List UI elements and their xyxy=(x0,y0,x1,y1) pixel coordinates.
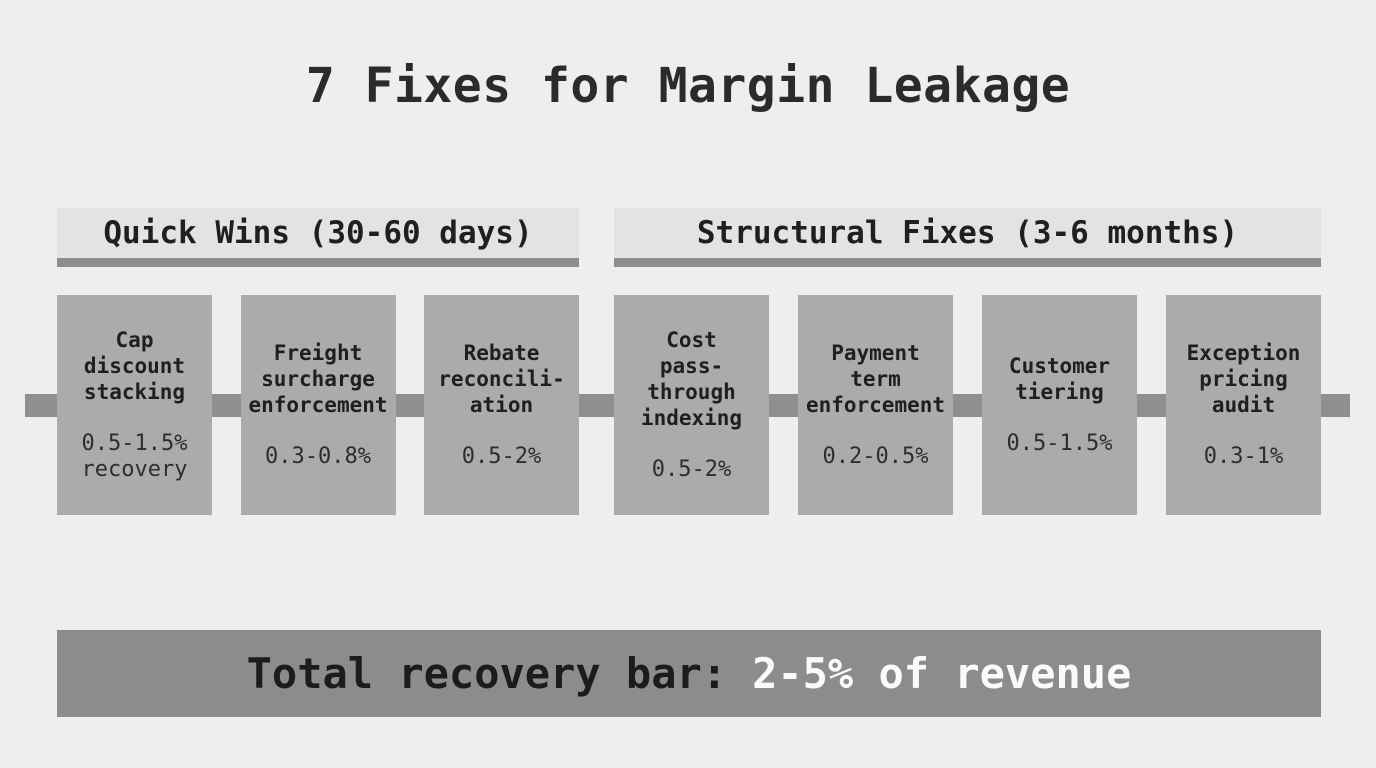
footer-value: 2-5% of revenue xyxy=(752,649,1132,698)
card-recovery-value: 0.2-0.5% xyxy=(822,443,929,469)
card-exception-pricing-audit: Exception pricing audit 0.3-1% xyxy=(1166,295,1321,515)
group-header: Quick Wins (30-60 days) xyxy=(57,207,579,258)
group-structural-fixes: Structural Fixes (3-6 months) Cost pass-… xyxy=(614,207,1321,517)
card-recovery-value: 0.3-1% xyxy=(1203,443,1284,469)
footer-label: Total recovery bar: xyxy=(246,649,728,698)
card-cost-pass-through-indexing: Cost pass- through indexing 0.5-2% xyxy=(614,295,769,515)
card-recovery-value: 0.5-2% xyxy=(461,443,542,469)
group-structural-fixes-cards: Cost pass- through indexing 0.5-2% Payment… xyxy=(614,295,1321,515)
card-freight-surcharge-enforcement: Freight surcharge enforcement 0.3-0.8% xyxy=(240,295,396,515)
group-quick-wins-cards: Cap discount stacking 0.5-1.5% recovery Fr… xyxy=(57,295,579,515)
group-header-label: Structural Fixes (3-6 months) xyxy=(696,214,1239,251)
card-title: Cap discount stacking xyxy=(83,327,186,404)
group-quick-wins: Quick Wins (30-60 days) Cap discount sta… xyxy=(57,207,579,517)
card-title: Rebate reconcili- ation xyxy=(438,340,565,417)
group-header-label: Quick Wins (30-60 days) xyxy=(103,214,533,251)
group-header-underline xyxy=(57,258,579,267)
card-recovery-value: 0.5-2% xyxy=(651,456,732,482)
card-title: Exception pricing audit xyxy=(1186,340,1301,417)
card-customer-tiering: Customer tiering 0.5-1.5% xyxy=(982,295,1137,515)
card-recovery-value: 0.3-0.8% xyxy=(265,443,371,469)
card-title: Freight surcharge enforcement xyxy=(248,340,388,417)
page-title: 7 Fixes for Margin Leakage xyxy=(305,58,1071,114)
card-payment-term-enforcement: Payment term enforcement 0.2-0.5% xyxy=(798,295,953,515)
card-recovery-value: 0.5-1.5% xyxy=(1006,430,1113,456)
card-recovery-value: 0.5-1.5% recovery xyxy=(81,430,188,483)
card-title: Customer tiering xyxy=(1008,353,1111,404)
group-header-underline xyxy=(614,258,1321,267)
card-rebate-reconcili-ation: Rebate reconcili- ation 0.5-2% xyxy=(424,295,579,515)
total-recovery-bar: Total recovery bar: 2-5% of revenue xyxy=(57,630,1321,717)
group-header: Structural Fixes (3-6 months) xyxy=(614,207,1321,258)
card-cap-discount-stacking: Cap discount stacking 0.5-1.5% recovery xyxy=(57,295,212,515)
card-title: Cost pass- through indexing xyxy=(640,327,743,430)
card-title: Payment term enforcement xyxy=(805,340,946,417)
